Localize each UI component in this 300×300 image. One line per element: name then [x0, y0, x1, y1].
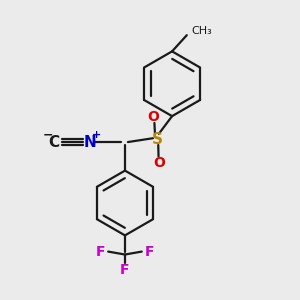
- Text: C: C: [49, 134, 60, 149]
- Text: F: F: [145, 244, 154, 259]
- Text: CH₃: CH₃: [191, 26, 212, 36]
- Text: O: O: [147, 110, 159, 124]
- Text: +: +: [92, 130, 101, 140]
- Text: −: −: [43, 128, 53, 141]
- Text: F: F: [120, 263, 130, 277]
- Text: N: N: [83, 134, 96, 149]
- Text: O: O: [153, 156, 165, 170]
- Text: S: S: [152, 132, 163, 147]
- Text: F: F: [96, 244, 105, 259]
